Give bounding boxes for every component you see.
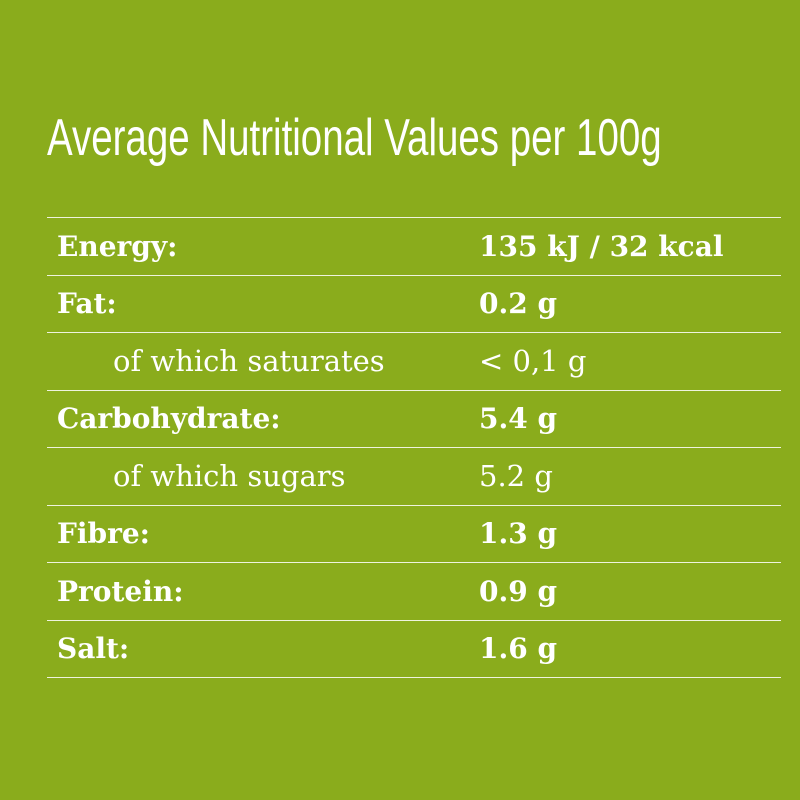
nutrient-value: < 0,1 g — [479, 344, 587, 379]
nutrient-value: 0.2 g — [479, 287, 558, 321]
nutrient-label: Fat: — [57, 287, 117, 321]
nutrient-value: 1.3 g — [479, 517, 558, 551]
nutrient-value: 135 kJ / 32 kcal — [479, 229, 724, 263]
nutrition-row-fibre: Fibre: 1.3 g — [47, 506, 781, 563]
nutrient-label: Fibre: — [57, 517, 150, 551]
nutrient-sublabel: of which sugars — [113, 459, 346, 494]
nutrition-row-saturates: of which saturates < 0,1 g — [47, 333, 781, 391]
nutrition-table: Energy: 135 kJ / 32 kcal Fat: 0.2 g of w… — [47, 217, 781, 678]
nutrition-row-protein: Protein: 0.9 g — [47, 563, 781, 621]
nutrition-row-sugars: of which sugars 5.2 g — [47, 448, 781, 506]
nutrition-row-carbohydrate: Carbohydrate: 5.4 g — [47, 391, 781, 448]
nutrient-value: 5.2 g — [479, 459, 553, 494]
nutrition-row-fat: Fat: 0.2 g — [47, 276, 781, 333]
nutrient-sublabel: of which saturates — [113, 344, 385, 379]
nutrition-row-salt: Salt: 1.6 g — [47, 621, 781, 678]
nutrition-title: Average Nutritional Values per 100g — [47, 109, 662, 167]
nutrient-value: 5.4 g — [479, 402, 558, 436]
nutrient-label: Protein: — [57, 574, 184, 608]
nutrient-label: Energy: — [57, 229, 178, 263]
nutrient-value: 1.6 g — [479, 632, 558, 666]
nutrient-label: Salt: — [57, 632, 130, 666]
nutrition-row-energy: Energy: 135 kJ / 32 kcal — [47, 218, 781, 276]
nutrient-label: Carbohydrate: — [57, 402, 281, 436]
nutrient-value: 0.9 g — [479, 574, 558, 608]
